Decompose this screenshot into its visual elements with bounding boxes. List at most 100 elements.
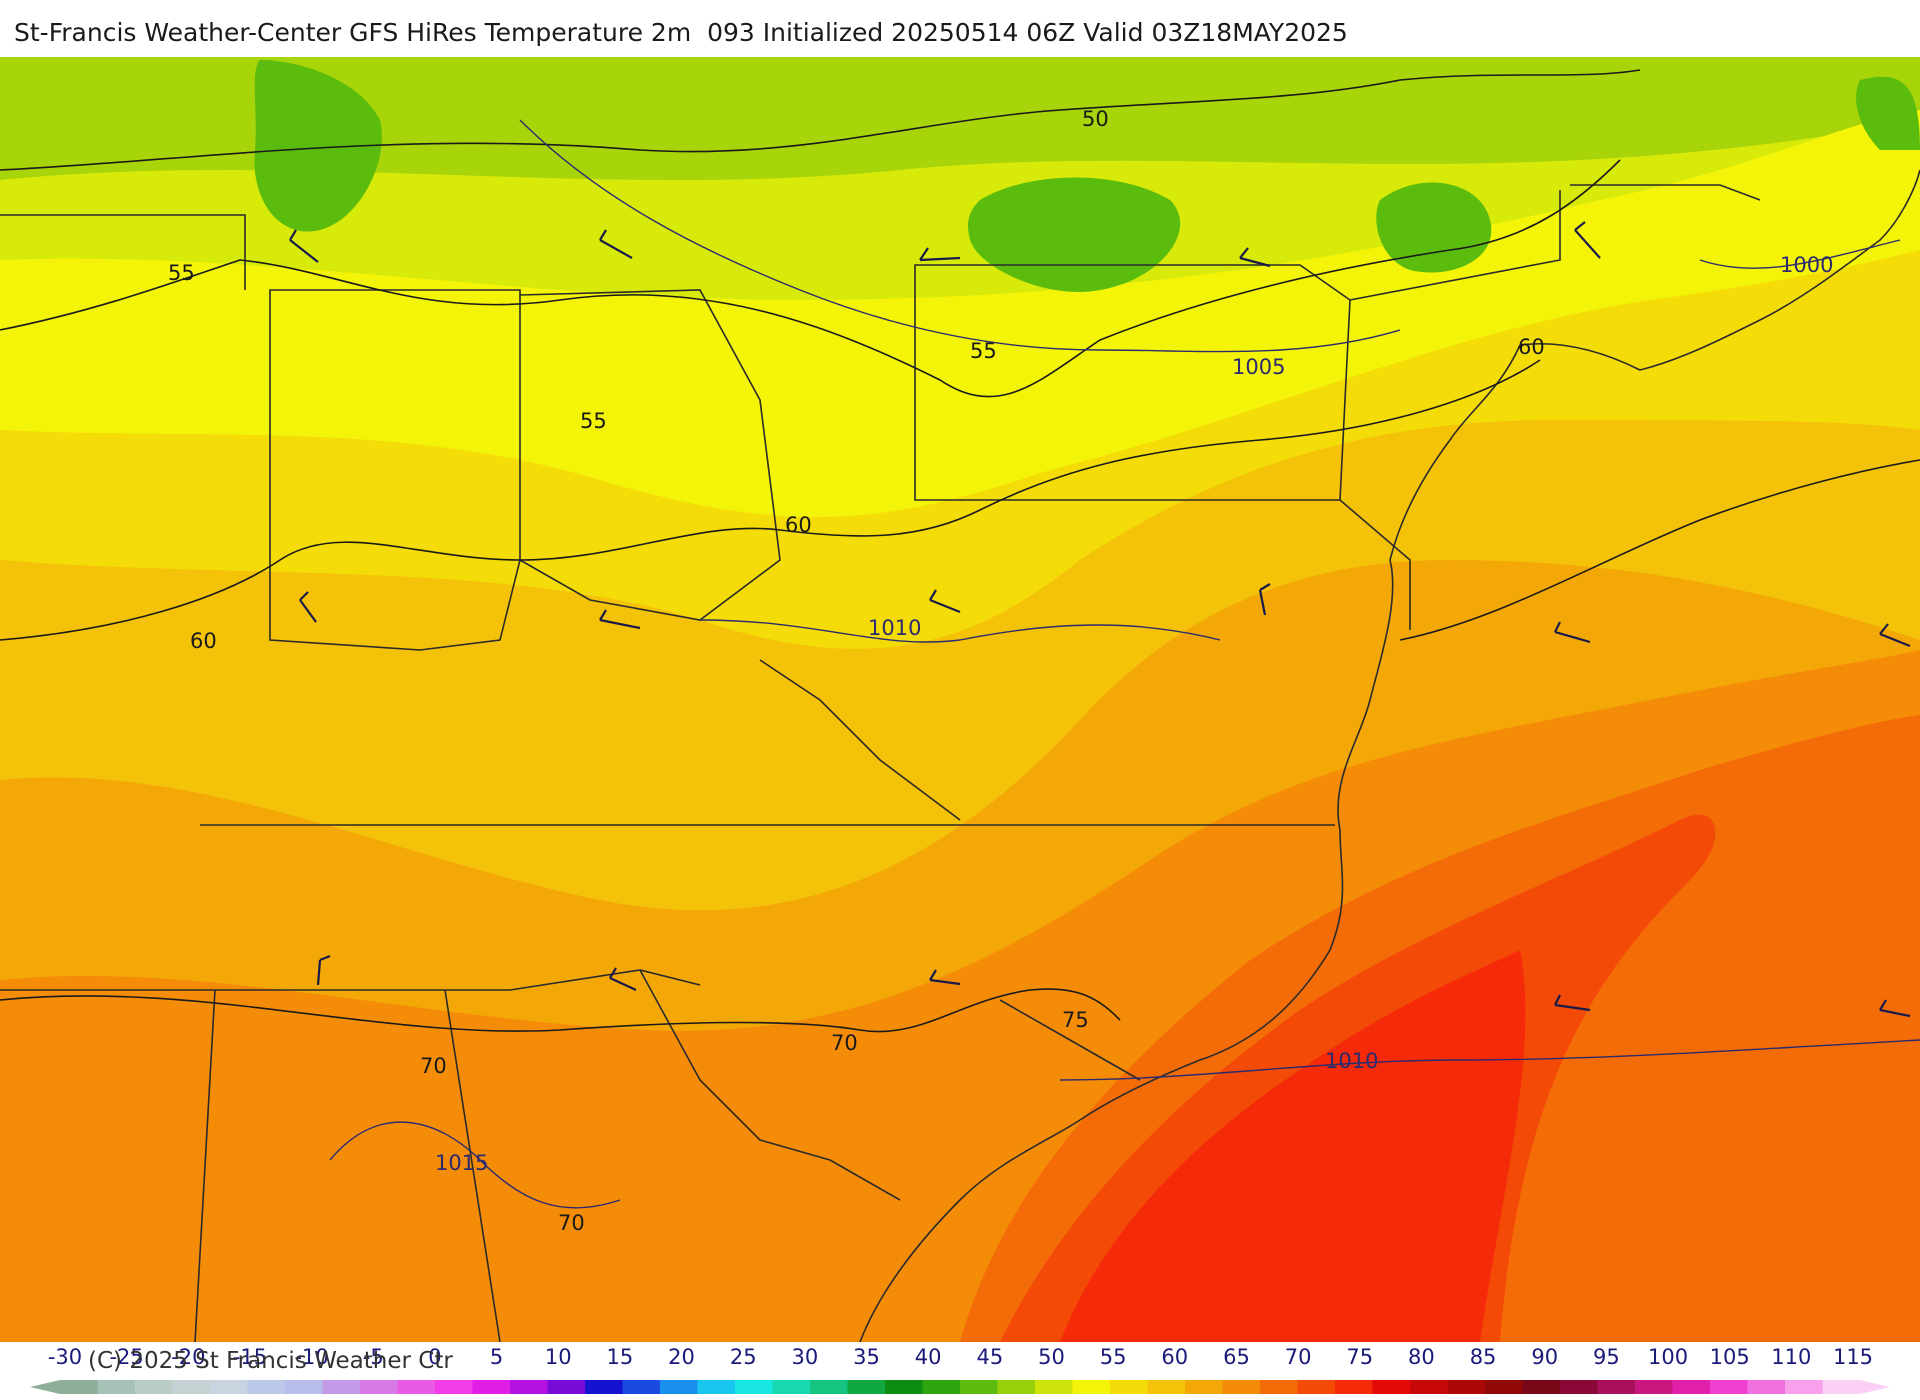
colorbar-tick-label: 40 (915, 1345, 942, 1369)
colorbar-tick-label: 110 (1771, 1345, 1811, 1369)
colorbar-swatch (922, 1380, 961, 1394)
wind-barb (609, 967, 637, 991)
colorbar-tick-label: 0 (428, 1345, 441, 1369)
colorbar-swatch (1522, 1380, 1561, 1394)
contour-label: 70 (831, 1031, 858, 1055)
coastline-northeast (1519, 169, 1920, 371)
colorbar-tick-label: -30 (48, 1345, 82, 1369)
isobar-label: 1000 (1780, 253, 1833, 277)
colorbar-swatch (1410, 1380, 1449, 1394)
wind-barb (299, 591, 317, 623)
colorbar-tick-label: 95 (1593, 1345, 1620, 1369)
wind-barb (929, 589, 961, 614)
colorbar-swatch (1185, 1380, 1224, 1394)
coastline (859, 344, 1521, 1343)
colorbar-tick-label: 80 (1408, 1345, 1435, 1369)
contour-label: 75 (1062, 1008, 1089, 1032)
colorbar-swatch (847, 1380, 886, 1394)
colorbar-swatch (1072, 1380, 1111, 1394)
colorbar-tick-label: 50 (1038, 1345, 1065, 1369)
colorbar-swatch (1747, 1380, 1786, 1394)
colorbar-tick-label: 10 (545, 1345, 572, 1369)
colorbar-swatch (547, 1380, 586, 1394)
colorbar-swatch (622, 1380, 661, 1394)
colorbar-swatch (1447, 1380, 1486, 1394)
colorbar-tick-label: 55 (1100, 1345, 1127, 1369)
colorbar-tick-label: 70 (1285, 1345, 1312, 1369)
pressure-isobars (329, 119, 1920, 1209)
colorbar-swatch (247, 1380, 286, 1394)
colorbar-swatch (1147, 1380, 1186, 1394)
wind-barb (1258, 583, 1271, 616)
colorbar-tick-label: 20 (668, 1345, 695, 1369)
colorbar-tick-label: 100 (1648, 1345, 1688, 1369)
wind-barb (929, 969, 961, 986)
isobar-label: 1015 (435, 1151, 488, 1175)
colorbar-arrow-right (1860, 1380, 1890, 1394)
contour-label: 60 (190, 629, 217, 653)
colorbar-swatch (1822, 1380, 1861, 1394)
colorbar-swatch (1597, 1380, 1636, 1394)
colorbar-tick-label: 15 (607, 1345, 634, 1369)
colorbar-tick-label: 115 (1833, 1345, 1873, 1369)
isobar-label: 1005 (1232, 355, 1285, 379)
colorbar-swatch (1110, 1380, 1149, 1394)
colorbar-swatch (1635, 1380, 1674, 1394)
colorbar-tick-label: 60 (1161, 1345, 1188, 1369)
copyright-text: (C) 2025 St Francis Weather Ctr (88, 1348, 453, 1374)
colorbar-swatch (97, 1380, 136, 1394)
contour-label: 55 (580, 409, 607, 433)
colorbar-swatch (1222, 1380, 1261, 1394)
state-borders (0, 184, 1761, 1342)
contour-label: 70 (558, 1211, 585, 1235)
colorbar-swatch (1485, 1380, 1524, 1394)
colorbar-swatch (960, 1380, 999, 1394)
colorbar-tick-label: 75 (1346, 1345, 1373, 1369)
colorbar-swatch (1297, 1380, 1336, 1394)
colorbar-swatch (210, 1380, 249, 1394)
colorbar-tick-labels: -30 -25 -20 -15 -10 -5 0 5 10 15 20 25 30 35 40 45 50 55 6… (48, 1345, 1873, 1369)
colorbar-tick-label: 45 (976, 1345, 1003, 1369)
colorbar-tick-label: 35 (853, 1345, 880, 1369)
colorbar-tick-label: -5 (363, 1345, 384, 1369)
wind-barb (316, 954, 331, 986)
wind-barb (1879, 999, 1911, 1018)
colorbar-swatch (1560, 1380, 1599, 1394)
temperature-colorbar (30, 1380, 1890, 1394)
colorbar-tick-label: 65 (1223, 1345, 1250, 1369)
colorbar-swatch (135, 1380, 174, 1394)
colorbar-swatch (285, 1380, 324, 1394)
colorbar-swatch (885, 1380, 924, 1394)
contour-label: 60 (785, 513, 812, 537)
colorbar-arrow-left (30, 1380, 60, 1394)
colorbar-swatch (472, 1380, 511, 1394)
colorbar-swatch (697, 1380, 736, 1394)
colorbar-tick-label: 85 (1470, 1345, 1497, 1369)
wind-barb (1239, 247, 1271, 268)
contour-label: 60 (1518, 335, 1545, 359)
colorbar-tick-label: -20 (171, 1345, 205, 1369)
colorbar-swatch (1672, 1380, 1711, 1394)
colorbar-tick-label: 25 (730, 1345, 757, 1369)
colorbar-swatch (397, 1380, 436, 1394)
colorbar-swatch (1785, 1380, 1824, 1394)
colorbar-swatch (435, 1380, 474, 1394)
wind-barb (919, 247, 961, 262)
colorbar-swatch (1260, 1380, 1299, 1394)
colorbar-tick-label: -15 (233, 1345, 267, 1369)
temperature-contours (0, 69, 1920, 1033)
contour-label: 55 (168, 261, 195, 285)
temperature-fill (0, 57, 1920, 1342)
colorbar-swatch (360, 1380, 399, 1394)
colorbar-tick-label: -10 (294, 1345, 328, 1369)
colorbar-swatch (997, 1380, 1036, 1394)
colorbar-swatch (585, 1380, 624, 1394)
contour-labels: 50 55 55 55 55 60 60 60 70 70 70 75 1000… (168, 107, 1833, 1235)
wind-barb (599, 609, 641, 630)
wind-barb (289, 229, 319, 263)
colorbar-swatch (1035, 1380, 1074, 1394)
colorbar-swatch (772, 1380, 811, 1394)
colorbar-swatch (322, 1380, 361, 1394)
isobar-label: 1010 (868, 616, 921, 640)
